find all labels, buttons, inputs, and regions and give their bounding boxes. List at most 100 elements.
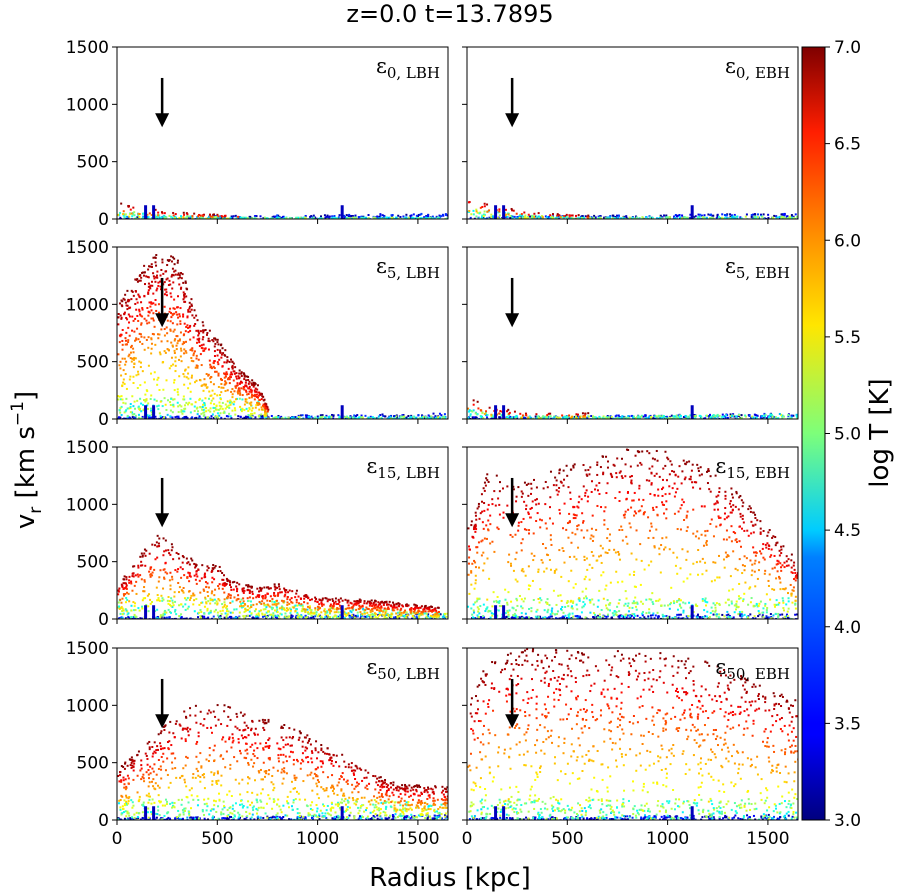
data-point <box>243 216 246 219</box>
data-point <box>291 606 294 609</box>
data-point <box>300 603 303 606</box>
data-point <box>124 402 127 405</box>
data-point <box>149 407 152 410</box>
data-point <box>566 216 569 219</box>
data-point <box>161 599 164 602</box>
data-point <box>244 400 247 403</box>
data-point <box>575 416 578 419</box>
data-point <box>736 417 739 419</box>
data-point <box>273 416 276 419</box>
satellite-spike <box>340 205 344 219</box>
data-point <box>522 416 525 419</box>
data-point <box>122 378 125 381</box>
data-point <box>641 216 644 219</box>
data-point <box>444 416 447 419</box>
data-point <box>209 410 212 413</box>
data-point <box>483 412 486 415</box>
data-point <box>427 214 430 217</box>
data-point <box>176 313 179 316</box>
data-point <box>718 417 721 419</box>
data-point <box>241 394 244 397</box>
data-point <box>439 613 442 616</box>
data-point <box>170 260 173 263</box>
data-point <box>158 333 161 336</box>
data-point <box>176 335 179 338</box>
data-point <box>278 617 281 619</box>
data-point <box>207 586 210 589</box>
data-point <box>703 217 706 219</box>
data-point <box>120 317 123 320</box>
data-point <box>241 407 244 410</box>
data-point <box>689 213 692 216</box>
data-point <box>314 615 317 618</box>
data-point <box>131 215 134 218</box>
data-point <box>162 388 165 391</box>
data-point <box>484 414 487 417</box>
data-point <box>201 321 204 324</box>
data-point <box>278 585 281 588</box>
data-point <box>169 403 172 406</box>
data-point <box>227 610 230 613</box>
data-point <box>240 374 243 377</box>
data-point <box>187 331 190 334</box>
data-point <box>163 617 166 619</box>
data-point <box>130 615 133 618</box>
data-point <box>275 616 278 619</box>
data-point <box>534 215 537 218</box>
data-point <box>242 615 245 618</box>
data-point <box>250 391 253 394</box>
data-point <box>270 606 273 609</box>
data-point <box>405 614 408 617</box>
data-point <box>203 383 206 386</box>
data-point <box>180 277 183 280</box>
data-point <box>180 272 183 275</box>
data-point <box>236 588 239 591</box>
data-point <box>170 255 173 258</box>
data-point <box>355 417 358 419</box>
data-point <box>264 416 267 419</box>
data-point <box>235 375 238 378</box>
data-point <box>776 216 779 219</box>
data-point <box>488 209 491 212</box>
data-point <box>248 396 251 399</box>
data-point <box>179 322 182 325</box>
data-point <box>158 389 161 392</box>
data-point <box>358 216 361 219</box>
data-point <box>173 381 176 384</box>
data-point <box>774 416 777 419</box>
data-point <box>261 395 264 398</box>
data-point <box>250 604 253 607</box>
data-point <box>173 298 176 301</box>
data-point <box>170 295 173 298</box>
data-point <box>370 613 373 616</box>
data-point <box>200 617 203 619</box>
data-point <box>221 401 224 404</box>
data-point <box>189 382 192 385</box>
data-point <box>351 617 354 619</box>
data-point <box>331 413 334 416</box>
data-point <box>248 385 251 388</box>
data-point <box>215 415 218 418</box>
data-point <box>350 611 353 614</box>
data-point <box>723 415 726 418</box>
data-point <box>184 608 187 611</box>
data-point <box>551 216 554 219</box>
data-point <box>177 581 180 584</box>
data-point <box>338 415 341 418</box>
data-point <box>255 390 258 393</box>
data-point <box>310 598 313 601</box>
data-point <box>226 400 229 403</box>
data-point <box>586 216 589 219</box>
data-point <box>147 407 150 410</box>
data-point <box>172 274 175 277</box>
data-point <box>593 416 596 419</box>
data-point <box>240 410 243 413</box>
data-point <box>209 598 212 601</box>
data-point <box>490 217 493 219</box>
data-point <box>192 352 195 355</box>
data-point <box>609 216 612 219</box>
data-point <box>298 603 301 606</box>
data-point <box>685 217 688 219</box>
data-point <box>305 616 308 619</box>
data-point <box>186 607 189 610</box>
